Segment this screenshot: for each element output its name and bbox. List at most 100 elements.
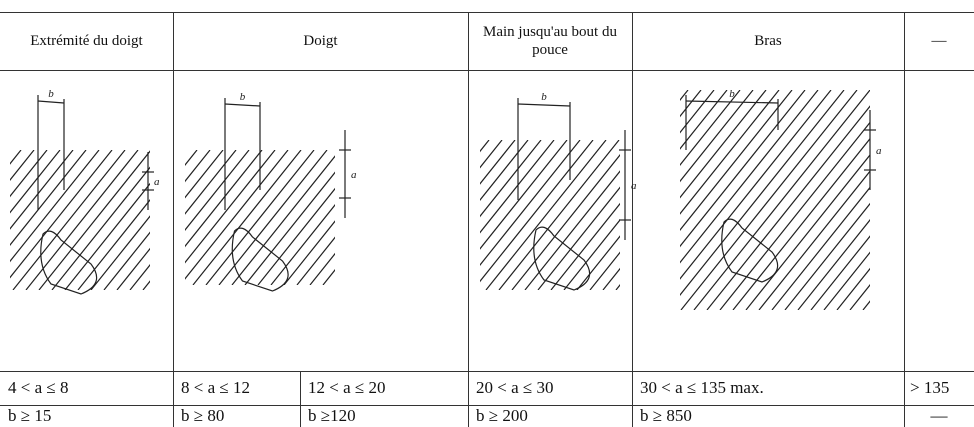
hatch-line <box>128 150 236 285</box>
header-cell: Doigt <box>173 12 468 70</box>
hatch-line <box>863 90 974 310</box>
value-cell: 20 < a ≤ 30 <box>468 371 632 405</box>
hatch-line <box>967 90 974 310</box>
hatch-line <box>889 90 974 310</box>
hatch-line <box>551 140 671 290</box>
hatch-line <box>273 150 385 290</box>
hatch-line <box>434 140 554 290</box>
hatch-line <box>642 90 818 310</box>
value-cell: 12 < a ≤ 20 <box>300 371 468 405</box>
hatch-line <box>286 150 398 290</box>
hatch-line <box>167 150 275 285</box>
hatching <box>460 90 974 310</box>
header-cell: Main jusqu'au bout du pouce <box>478 12 622 70</box>
hatch-line <box>154 150 262 285</box>
table-page: babababa Extrémité du doigt Doigt Main j… <box>0 0 974 427</box>
b-dim <box>38 101 64 103</box>
hatch-line <box>954 90 974 310</box>
hatch-line <box>115 150 223 285</box>
value-cell: — <box>904 405 974 427</box>
hatch-line <box>785 90 961 310</box>
hatch-line <box>349 150 457 285</box>
hatch-line <box>876 90 974 310</box>
hatch-line <box>0 150 8 290</box>
hatch-line <box>382 140 502 290</box>
hatch-line <box>538 90 714 310</box>
value-cell: b ≥ 80 <box>173 405 300 427</box>
hatch-line <box>310 150 418 285</box>
b-dim <box>686 101 778 103</box>
hatch-line <box>707 90 883 310</box>
hatch-line <box>902 90 974 310</box>
hatch-line <box>525 140 645 290</box>
a-label: a <box>351 169 357 181</box>
hatch-line <box>195 150 307 290</box>
hatch-line <box>375 150 483 285</box>
value-cell: b ≥ 850 <box>632 405 904 427</box>
b-dim <box>225 104 260 106</box>
hatch-line <box>473 140 593 290</box>
hatch-line <box>694 90 870 310</box>
hatch-line <box>850 90 974 310</box>
value-cell: > 135 <box>904 371 974 405</box>
hatch-line <box>343 140 463 290</box>
hatch-line <box>733 90 909 310</box>
hatch-line <box>0 150 99 290</box>
hatch-line <box>232 150 340 285</box>
sketch: ba <box>50 91 574 291</box>
hatch-line <box>915 90 974 310</box>
hatch-line <box>538 140 658 290</box>
hatch-line <box>941 90 974 310</box>
value-cell: 8 < a ≤ 12 <box>173 371 300 405</box>
a-label: a <box>154 176 160 188</box>
hatch-line <box>89 150 197 285</box>
hatch-line <box>655 90 831 310</box>
b-label: b <box>729 88 735 100</box>
hatch-line <box>245 150 353 285</box>
hatch-line <box>247 150 359 290</box>
hatch-line <box>603 90 779 310</box>
hatch-line <box>512 140 632 290</box>
hatch-line <box>928 90 974 310</box>
hatch-line <box>388 150 496 285</box>
hatch-line <box>681 90 857 310</box>
b-label: b <box>48 88 54 100</box>
hatch-line <box>323 150 431 285</box>
hatch-line <box>362 150 470 285</box>
hatch-line <box>421 140 541 290</box>
hatch-line <box>356 140 476 290</box>
b-label: b <box>240 91 246 103</box>
hatch-line <box>577 90 753 310</box>
hatch-line <box>590 90 766 310</box>
hatching <box>0 150 398 290</box>
hatch-line <box>50 150 158 285</box>
hatch-line <box>234 150 346 290</box>
hatch-line <box>284 150 392 285</box>
value-cell: b ≥120 <box>300 405 468 427</box>
hatch-line <box>369 140 489 290</box>
hatching <box>50 150 574 285</box>
hatch-line <box>499 140 619 290</box>
b-label: b <box>541 91 547 103</box>
hatch-line <box>746 90 922 310</box>
sketch: ba <box>0 88 398 294</box>
hatch-line <box>0 150 47 290</box>
hatch-line <box>551 90 727 310</box>
hatch-line <box>616 90 792 310</box>
sketch: ba <box>330 91 879 290</box>
hatch-line <box>156 150 268 290</box>
header-cell: Extrémité du doigt <box>0 12 173 70</box>
hatch-line <box>0 150 73 290</box>
hatch-line <box>271 150 379 285</box>
value-cell: 30 < a ≤ 135 max. <box>632 371 904 405</box>
b-dim <box>518 104 570 106</box>
hatch-line <box>460 140 580 290</box>
a-label: a <box>876 145 882 157</box>
a-label: a <box>631 180 637 192</box>
hatch-line <box>759 90 935 310</box>
hatch-line <box>63 150 171 285</box>
hatch-line <box>102 150 210 285</box>
hatch-line <box>330 140 450 290</box>
header-cell: Bras <box>632 12 904 70</box>
hatch-line <box>577 140 697 290</box>
